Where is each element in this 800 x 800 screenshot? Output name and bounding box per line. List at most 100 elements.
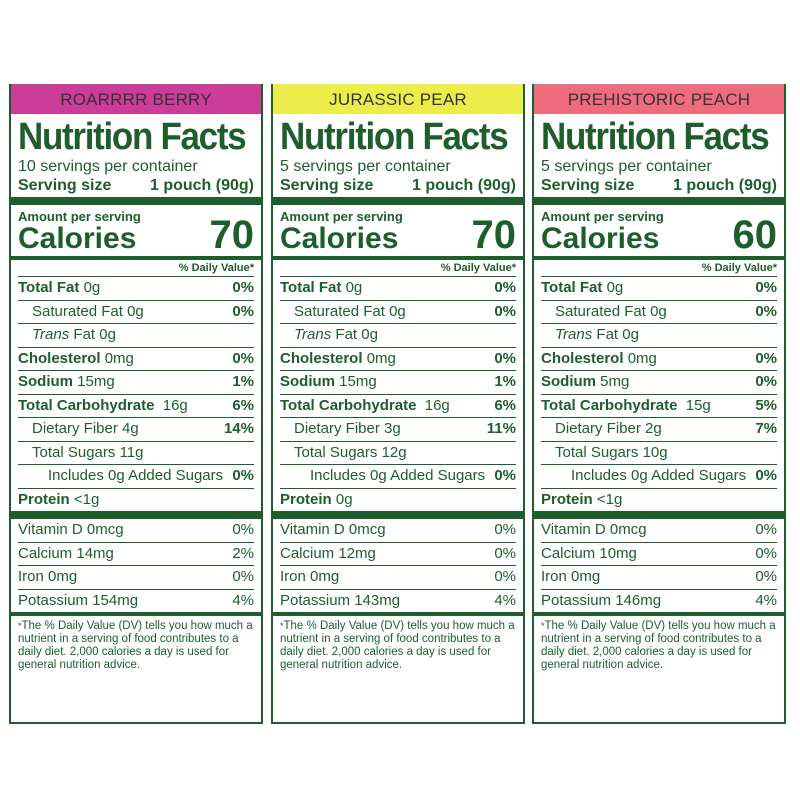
includes-label: Includes <box>310 467 371 484</box>
trans-fat-amount: 0g <box>361 326 378 343</box>
dietary-fiber-dv: 14% <box>223 420 254 437</box>
total-carbohydrate-amount: 16g <box>162 396 188 414</box>
trans-fat-row: Trans Fat 0g <box>280 323 516 347</box>
dietary-fiber-dv: 11% <box>486 420 516 437</box>
divider-thick <box>273 197 523 205</box>
trans-fat-amount: 0g <box>99 326 116 343</box>
total-carbohydrate-row: Total Carbohydrate 16g 6% <box>18 393 254 418</box>
added-sugars-dv: 0% <box>232 467 254 484</box>
dietary-fiber-amount: 3g <box>384 420 401 437</box>
potassium-dv: 4% <box>232 591 254 609</box>
serving-size-row: Serving size 1 pouch (90g) <box>280 176 516 195</box>
trans-fat-label: Fat <box>331 326 358 343</box>
calcium-amount: 10mg <box>599 544 637 562</box>
calcium-dv: 0% <box>494 544 516 562</box>
added-sugars-label: Added Sugars <box>647 467 747 484</box>
potassium-row: Potassium 146mg 4% <box>541 588 777 613</box>
cholesterol-row: Cholesterol 0mg 0% <box>18 346 254 371</box>
trans-fat-row: Trans Fat 0g <box>541 323 777 347</box>
total-fat-row: Total Fat 0g 0% <box>280 276 516 300</box>
includes-label: Includes <box>571 467 632 484</box>
total-carbohydrate-label: Total Carbohydrate <box>541 396 678 414</box>
saturated-fat-row: Saturated Fat 0g 0% <box>280 299 516 324</box>
saturated-fat-amount: 0g <box>127 302 144 320</box>
potassium-amount: 146mg <box>615 591 662 609</box>
sodium-dv: 1% <box>494 373 516 390</box>
divider-medium <box>11 612 261 616</box>
cholesterol-dv: 0% <box>755 349 777 367</box>
total-fat-row: Total Fat 0g 0% <box>18 276 254 300</box>
added-sugars-label: Added Sugars <box>124 467 224 484</box>
total-sugars-row: Total Sugars 11g <box>18 440 254 465</box>
footnote-text: The % Daily Value (DV) tells you how muc… <box>280 620 515 671</box>
sodium-amount: 5mg <box>600 373 630 390</box>
protein-label: Protein <box>541 490 593 508</box>
divider-thick <box>273 511 523 519</box>
total-carbohydrate-row: Total Carbohydrate 15g 5% <box>541 393 777 418</box>
daily-value-heading: % Daily Value* <box>701 262 777 274</box>
sodium-dv: 0% <box>755 373 777 390</box>
nutrition-facts-title: Nutrition Facts <box>18 116 247 158</box>
dietary-fiber-amount: 2g <box>645 420 662 437</box>
flavor-banner: JURASSIC PEAR <box>273 84 523 114</box>
sodium-row: Sodium 15mg 1% <box>18 370 254 394</box>
dietary-fiber-label: Dietary Fiber <box>555 420 641 437</box>
servings-per-container: 5 servings per container <box>541 158 712 175</box>
cholesterol-amount: 0mg <box>104 349 134 367</box>
flavor-banner: PREHISTORIC PEACH <box>534 84 784 114</box>
saturated-fat-label: Saturated Fat <box>294 302 385 320</box>
iron-amount: 0mg <box>571 568 601 585</box>
cholesterol-dv: 0% <box>494 349 516 367</box>
sodium-amount: 15mg <box>77 373 115 390</box>
calcium-row: Calcium 10mg 0% <box>541 541 777 566</box>
total-sugars-row: Total Sugars 12g <box>280 440 516 465</box>
vitamin-d-row: Vitamin D 0mcg 0% <box>280 519 516 542</box>
saturated-fat-dv: 0% <box>232 302 254 320</box>
nutrition-label-panel: JURASSIC PEAR Nutrition Facts 5 servings… <box>271 84 525 724</box>
trans-label: Trans <box>32 326 70 343</box>
total-sugars-row: Total Sugars 10g <box>541 440 777 465</box>
serving-size-label: Serving size <box>18 177 112 194</box>
iron-dv: 0% <box>494 568 516 585</box>
vitamin-d-amount: 0mcg <box>609 521 647 538</box>
sodium-row: Sodium 15mg 1% <box>280 370 516 394</box>
calcium-amount: 12mg <box>338 544 376 562</box>
iron-amount: 0mg <box>48 568 78 585</box>
potassium-dv: 4% <box>494 591 516 609</box>
total-carbohydrate-dv: 5% <box>755 396 777 414</box>
total-sugars-label: Total Sugars <box>294 443 378 461</box>
cholesterol-amount: 0mg <box>366 349 396 367</box>
protein-amount: <1g <box>596 490 623 508</box>
amount-per-serving: Amount per serving <box>541 209 664 224</box>
trans-fat-row: Trans Fat 0g <box>18 323 254 347</box>
divider-thick <box>534 511 784 519</box>
saturated-fat-label: Saturated Fat <box>555 302 646 320</box>
total-carbohydrate-row: Total Carbohydrate 16g 6% <box>280 393 516 418</box>
total-carbohydrate-amount: 16g <box>424 396 450 414</box>
vitamin-d-amount: 0mcg <box>348 521 386 538</box>
trans-label: Trans <box>555 326 593 343</box>
protein-amount: 0g <box>335 490 353 508</box>
cholesterol-row: Cholesterol 0mg 0% <box>280 346 516 371</box>
vitamin-d-amount: 0mcg <box>86 521 124 538</box>
iron-label: Iron <box>280 568 306 585</box>
sodium-label: Sodium <box>280 373 335 390</box>
divider-medium <box>11 256 261 260</box>
added-sugars-row: Includes 0g Added Sugars 0% <box>280 464 516 488</box>
iron-dv: 0% <box>232 568 254 585</box>
protein-label: Protein <box>280 490 332 508</box>
added-sugars-dv: 0% <box>755 467 777 484</box>
calories-row: Calories 60 <box>541 215 777 255</box>
calories-value: 70 <box>209 213 255 257</box>
sodium-dv: 1% <box>232 373 254 390</box>
cholesterol-label: Cholesterol <box>541 349 624 367</box>
vitamin-d-label: Vitamin D <box>280 521 345 538</box>
potassium-amount: 143mg <box>354 591 401 609</box>
daily-value-footnote: *The % Daily Value (DV) tells you how mu… <box>18 620 253 671</box>
saturated-fat-row: Saturated Fat 0g 0% <box>18 299 254 324</box>
servings-per-container: 10 servings per container <box>18 158 198 175</box>
calcium-dv: 2% <box>232 544 254 562</box>
total-fat-amount: 0g <box>345 279 363 296</box>
divider-medium <box>273 612 523 616</box>
flavor-banner: ROARRRR BERRY <box>11 84 261 114</box>
